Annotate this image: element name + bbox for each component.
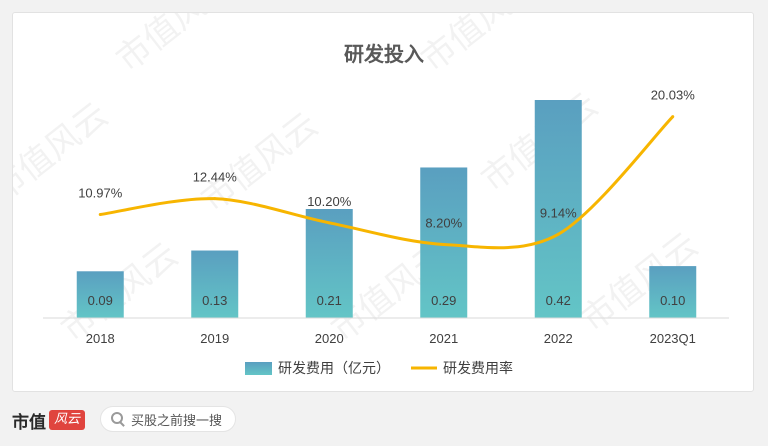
line-value-label: 9.14%	[540, 205, 577, 220]
bar-value-label: 0.10	[660, 293, 685, 308]
brand-logo[interactable]: 市值 风云	[12, 407, 86, 433]
line-value-label: 10.97%	[78, 186, 123, 201]
bar-value-label: 0.29	[431, 293, 456, 308]
watermark-text: 市值风云	[110, 13, 241, 79]
search-icon	[111, 412, 125, 426]
bar-value-label: 0.21	[317, 293, 342, 308]
rd-rate-line	[100, 115, 674, 250]
line-point-2019	[213, 197, 217, 201]
line-point-2020	[327, 221, 331, 225]
line-point-2022	[556, 232, 560, 236]
bar-2018	[76, 271, 124, 318]
line-point-2023Q1	[671, 115, 675, 119]
x-axis-ticks: 2018 2019 2020 2021 2022 2023Q1	[86, 331, 696, 346]
watermark-text: 市值风云	[415, 13, 546, 79]
legend-bar-swatch	[245, 362, 272, 375]
line-value-label: 8.20%	[425, 215, 462, 230]
chart-card: 市值风云市值风云市值风云市值风云市值风云市值风云市值风云市值风云 研发投入 0.…	[12, 12, 754, 392]
search-placeholder: 买股之前搜一搜	[131, 412, 223, 428]
legend: 研发费用（亿元） 研发费用率	[245, 360, 513, 376]
line-point-2021	[442, 242, 446, 246]
line-value-label: 10.20%	[307, 194, 352, 209]
bar-label-layer: 0.09 0.13 0.21 0.29 0.42 0.10	[88, 293, 686, 308]
bar-2022	[534, 100, 582, 318]
bar-2023Q1	[649, 266, 697, 318]
watermark-text: 市值风云	[195, 106, 326, 220]
bar-value-label: 0.09	[88, 293, 113, 308]
logo-mark: 风云	[49, 410, 86, 430]
x-tick-label: 2019	[200, 331, 229, 346]
x-tick-label: 2021	[429, 331, 458, 346]
x-tick-label: 2018	[86, 331, 115, 346]
legend-line-label: 研发费用率	[443, 360, 513, 376]
line-value-label: 20.03%	[651, 88, 696, 103]
bar-value-label: 0.42	[546, 293, 571, 308]
x-tick-label: 2023Q1	[650, 331, 696, 346]
x-tick-label: 2020	[315, 331, 344, 346]
line-value-label: 12.44%	[193, 170, 238, 185]
bar-2019	[191, 250, 239, 318]
legend-bar-label: 研发费用（亿元）	[278, 360, 390, 376]
chart-svg: 市值风云市值风云市值风云市值风云市值风云市值风云市值风云市值风云 研发投入 0.…	[13, 13, 729, 376]
chart-title: 研发投入	[344, 42, 424, 66]
x-tick-label: 2022	[544, 331, 573, 346]
search-box[interactable]: 买股之前搜一搜	[100, 406, 236, 432]
bar-value-label: 0.13	[202, 293, 227, 308]
line-point-2018	[98, 213, 102, 217]
footer: 市值 风云 买股之前搜一搜	[12, 404, 756, 436]
line-label-layer: 10.97% 12.44% 10.20% 8.20% 9.14% 20.03%	[78, 88, 695, 231]
logo-text: 市值	[12, 412, 46, 433]
line-series	[98, 115, 675, 250]
